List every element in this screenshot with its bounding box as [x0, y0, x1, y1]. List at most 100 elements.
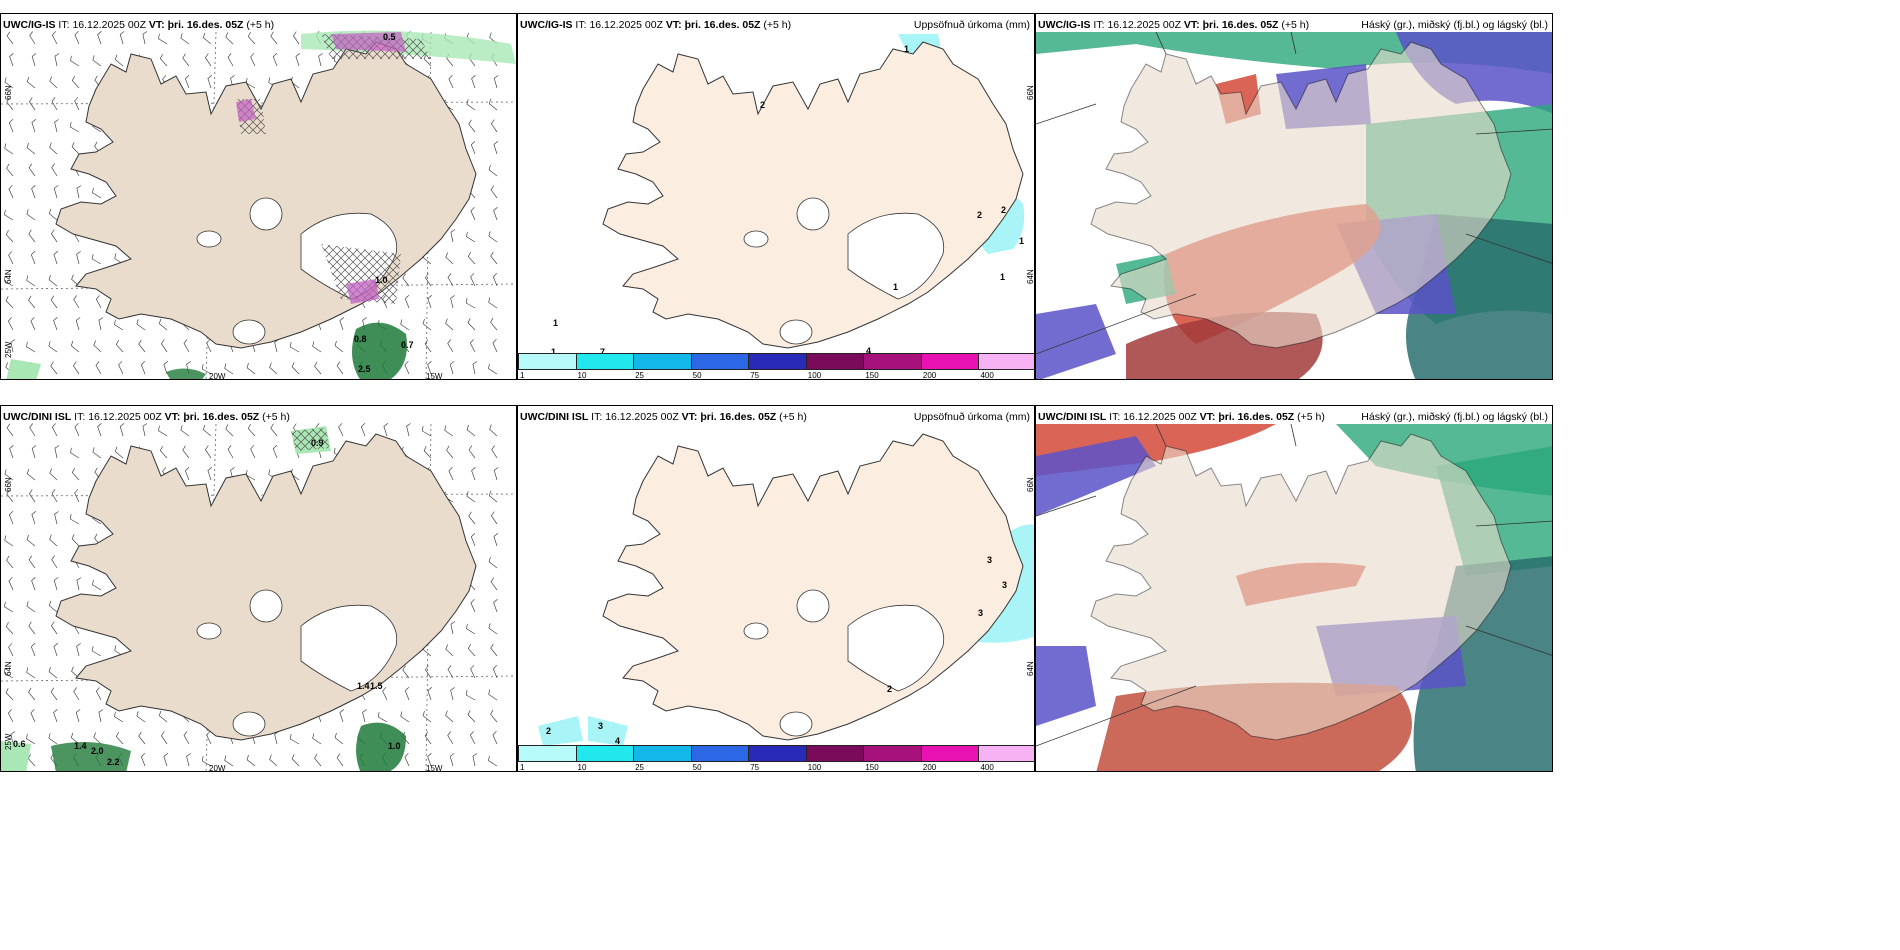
colorbar-tick-label: 400	[980, 763, 994, 772]
wind-barb	[48, 274, 58, 287]
wind-barb	[50, 361, 58, 375]
wind-barb	[204, 445, 212, 459]
precip-area-magenta-nw	[236, 99, 256, 122]
top-precip-panel: UWC/IG-IS IT: 16.12.2025 00Z VT: þri. 16…	[517, 13, 1035, 380]
wind-barb	[138, 731, 146, 745]
iceland-land	[55, 433, 477, 741]
wind-barb	[201, 364, 212, 375]
wind-barb	[467, 318, 476, 331]
precip-map	[602, 34, 1025, 349]
precip-area-magenta-north	[331, 32, 406, 52]
panel-title: UWC/DINI ISL IT: 16.12.2025 00Z VT: þri.…	[3, 411, 290, 423]
wind-barb	[31, 185, 36, 199]
wind-barb	[70, 340, 80, 353]
wind-barb	[9, 53, 14, 67]
wind-barb	[468, 119, 476, 133]
map-borders	[1036, 423, 1552, 747]
wind-barb	[227, 445, 234, 459]
wind-barb	[74, 31, 80, 45]
precip-colorbar: 1 10 25 50 75 100 150 200 400	[518, 353, 1034, 379]
wind-barb	[338, 423, 344, 437]
mid-cloud-area	[1036, 436, 1156, 516]
wind-barb	[8, 643, 14, 657]
value-label: 7	[600, 347, 606, 357]
wind-barb	[227, 53, 234, 67]
wind-barb	[92, 55, 102, 67]
wind-barb	[71, 142, 80, 155]
value-label: 2	[1001, 205, 1007, 215]
colorbar-swatch	[805, 353, 865, 370]
wind-barb	[28, 687, 36, 701]
wind-barb	[30, 643, 36, 657]
wind-barb	[142, 423, 148, 437]
wind-barb	[160, 339, 168, 353]
glacier-hofsjokull	[743, 230, 769, 248]
wind-barb	[270, 31, 278, 45]
bottom-cloud-panel: UWC/DINI ISL IT: 16.12.2025 00Z VT: þri.…	[1035, 405, 1553, 772]
wind-barb	[183, 339, 190, 353]
wind-barb	[182, 445, 190, 459]
colorbar-swatch	[978, 745, 1034, 762]
wind-barb	[312, 733, 322, 745]
wind-barb	[75, 709, 81, 723]
wind-barb	[71, 666, 80, 679]
wind-barb	[490, 643, 498, 657]
wind-barb	[468, 511, 476, 525]
wind-barb	[492, 731, 498, 745]
colorbar-swatch	[518, 353, 577, 370]
mid-cloud-area	[1036, 646, 1096, 726]
wind-barb	[446, 445, 454, 459]
wind-barb	[114, 319, 124, 331]
wind-barb	[360, 423, 366, 437]
colorbar-tick-label: 75	[750, 763, 760, 772]
glacier-vatnajokull	[847, 212, 945, 300]
wind-barb	[48, 666, 58, 679]
wind-barb	[76, 577, 82, 591]
iceland-land	[602, 41, 1024, 349]
wind-barb	[488, 297, 498, 309]
graticule-line	[425, 423, 432, 771]
wind-barb	[3, 276, 14, 287]
wind-barb	[10, 731, 16, 745]
colorbar-tick-label: 10	[577, 371, 587, 380]
colorbar-swatch	[633, 353, 692, 370]
colorbar-swatch	[748, 745, 807, 762]
wind-barb	[28, 229, 36, 243]
lon-label-15w: 15W	[426, 372, 443, 380]
wind-barb	[488, 231, 498, 243]
wind-barb	[465, 690, 476, 701]
value-label: 0.6	[13, 739, 26, 749]
wind-barb	[207, 75, 213, 89]
wind-barb	[50, 229, 58, 243]
wind-barb	[4, 77, 14, 89]
lat-label-64n: 64N	[1026, 661, 1035, 676]
colorbar-swatch	[920, 353, 980, 370]
wind-barb	[466, 231, 476, 243]
wind-barb	[163, 753, 169, 767]
wind-barb	[10, 339, 16, 353]
value-label: 1	[893, 282, 899, 292]
wind-barb	[91, 646, 102, 657]
colorbar-tick-label: 50	[692, 371, 702, 380]
wind-barb	[51, 489, 58, 503]
wind-barb	[490, 317, 498, 331]
wind-barb	[75, 317, 81, 331]
wind-barb	[183, 731, 190, 745]
wind-barb	[291, 754, 300, 767]
wind-barb	[270, 423, 278, 437]
wind-barb	[488, 556, 498, 569]
wind-barb	[98, 709, 104, 723]
value-label: 1	[551, 347, 557, 357]
wind-barb	[74, 489, 80, 503]
wind-barb	[4, 143, 14, 155]
wind-barb	[97, 423, 102, 437]
wind-barb	[204, 53, 212, 67]
wind-barb	[404, 687, 410, 701]
wind-barb	[28, 555, 36, 569]
wind-barb	[334, 732, 344, 745]
wind-barb	[493, 207, 498, 221]
wind-barb	[119, 423, 125, 437]
wind-barb	[470, 665, 476, 679]
glacier-myrdalsjokull	[779, 711, 813, 737]
colorbar-swatch	[690, 745, 750, 762]
